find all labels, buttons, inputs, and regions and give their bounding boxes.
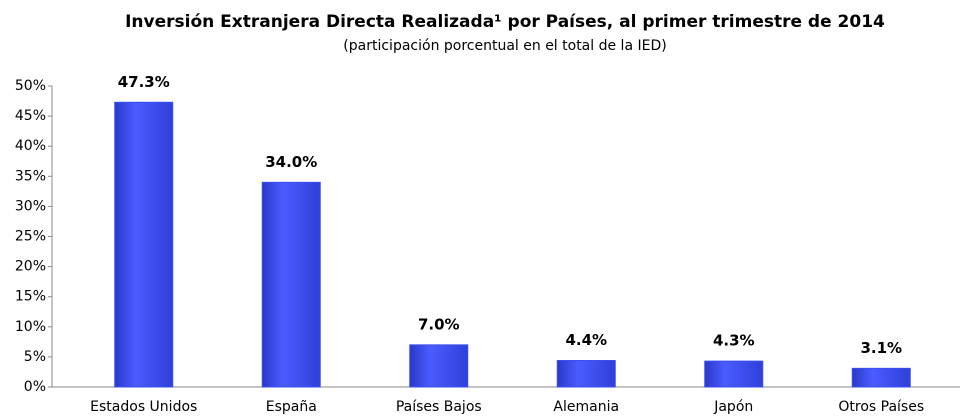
y-tick-label: 15% xyxy=(15,289,46,305)
x-tick-label: Países Bajos xyxy=(396,399,482,415)
y-tick-label: 40% xyxy=(15,138,46,154)
value-label: 4.4% xyxy=(565,331,607,349)
x-tick-label: Estados Unidos xyxy=(90,399,197,415)
x-tick-label: España xyxy=(266,399,317,415)
y-tick-label: 50% xyxy=(15,78,46,94)
value-label: 47.3% xyxy=(118,73,170,91)
y-tick-label: 0% xyxy=(24,379,46,395)
value-label: 7.0% xyxy=(418,315,460,333)
y-tick-label: 20% xyxy=(15,259,46,275)
y-tick-label: 45% xyxy=(15,108,46,124)
bar xyxy=(556,360,616,388)
bar xyxy=(114,101,174,388)
value-label: 34.0% xyxy=(265,153,317,171)
x-tick-label: Otros Países xyxy=(838,399,924,415)
value-label: 4.3% xyxy=(713,332,755,350)
x-tick-label: Japón xyxy=(713,399,753,415)
y-tick-label: 25% xyxy=(15,229,46,245)
chart-title: Inversión Extranjera Directa Realizada¹ … xyxy=(125,12,885,32)
bar xyxy=(704,360,764,388)
bar xyxy=(851,367,911,388)
y-tick-label: 5% xyxy=(24,349,46,365)
bar xyxy=(409,344,469,388)
value-label: 3.1% xyxy=(860,339,902,357)
y-tick-label: 35% xyxy=(15,168,46,184)
chart-subtitle: (participación porcentual en el total de… xyxy=(343,38,666,54)
x-tick-label: Alemania xyxy=(553,399,619,415)
y-tick-label: 30% xyxy=(15,198,46,214)
bar xyxy=(261,181,321,388)
y-tick-label: 10% xyxy=(15,319,46,335)
